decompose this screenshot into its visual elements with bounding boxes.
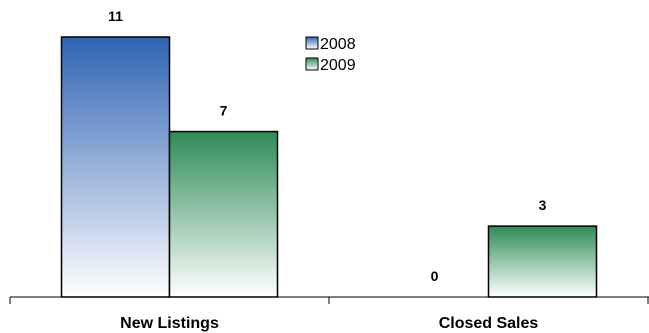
legend-swatch-2008 — [305, 36, 319, 50]
category-label-new-listings: New Listings — [120, 315, 219, 332]
legend-label-2009: 2009 — [320, 57, 356, 74]
bar-closed-sales-2009 — [487, 225, 598, 298]
value-label-closed-sales-2009: 3 — [539, 197, 547, 213]
value-label-closed-sales-2008: 0 — [431, 268, 439, 284]
category-label-closed-sales: Closed Sales — [439, 315, 539, 332]
bars-layer — [60, 36, 598, 298]
bar-new-listings-2009 — [168, 130, 279, 298]
legend-swatch-2009 — [305, 57, 319, 71]
legend-label-2008: 2008 — [320, 36, 356, 53]
bar-new-listings-2008 — [60, 36, 171, 298]
value-labels-layer: 11 7 0 3 — [108, 8, 547, 284]
value-label-new-listings-2009: 7 — [220, 103, 228, 119]
category-labels-layer: New Listings Closed Sales — [120, 315, 538, 332]
value-label-new-listings-2008: 11 — [108, 8, 123, 24]
legend: 2008 2009 — [305, 36, 356, 74]
